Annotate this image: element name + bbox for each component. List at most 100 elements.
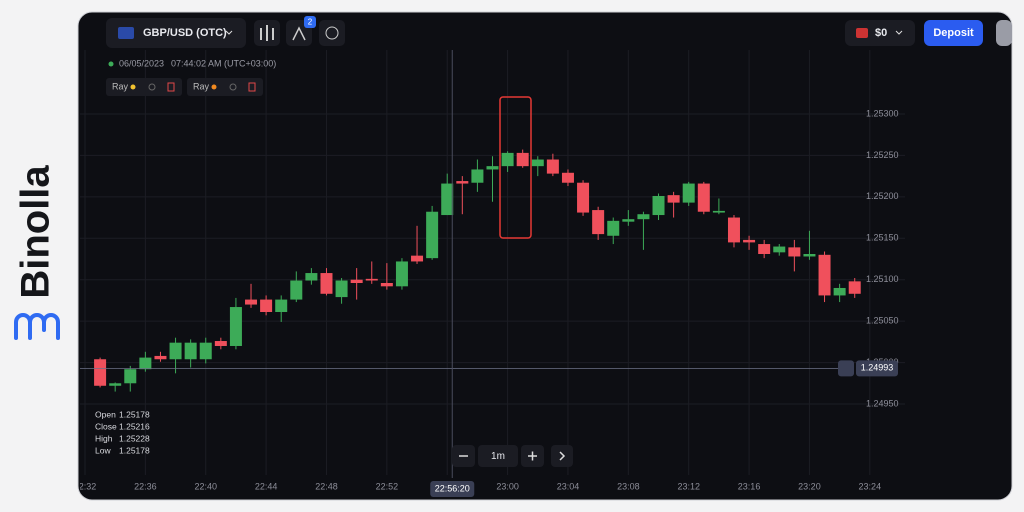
balance-selector[interactable] [845, 20, 915, 46]
avatar[interactable] [996, 20, 1012, 46]
tool-color [211, 84, 217, 90]
candle-body [592, 210, 605, 235]
tool-name: Ray [112, 81, 129, 91]
tool-visibility[interactable] [229, 83, 237, 91]
deposit-button[interactable] [924, 20, 983, 46]
x-tick-label: 23:12 [677, 481, 700, 491]
legend-value: 1.25228 [119, 433, 150, 443]
tool-visibility[interactable] [148, 83, 156, 91]
status-dot [108, 61, 114, 67]
timeframe-selector[interactable] [478, 445, 518, 467]
candle-body [516, 152, 529, 167]
candle-body [486, 166, 499, 170]
indicators-icon [260, 25, 274, 41]
alerts-button[interactable] [319, 20, 345, 46]
candle-body [169, 342, 182, 360]
chart: 22:3222:3622:4022:4422:4822:5222:5623:00… [80, 50, 905, 491]
y-tick-label: 1.25300 [866, 108, 899, 118]
pair-flag [118, 27, 134, 39]
badge-count: 2 [308, 18, 313, 27]
candle-body [124, 369, 137, 384]
x-tick-label: 22:36 [134, 481, 157, 491]
candle-body [727, 217, 740, 243]
candle-body [652, 195, 665, 216]
candle-body [622, 219, 635, 222]
candle-body [667, 195, 680, 203]
candle-body [320, 273, 333, 294]
brand-name: Binolla [14, 165, 58, 299]
candle-body [245, 299, 258, 305]
candle-body [94, 359, 107, 386]
candle-body [501, 152, 514, 167]
balance-flag [856, 28, 868, 38]
x-tick-label: 22:40 [194, 481, 217, 491]
candle-body [471, 169, 484, 183]
chevron [225, 30, 233, 35]
x-tick-label: 23:16 [738, 481, 761, 491]
candle-body [290, 280, 303, 300]
legend-value: 1.25216 [119, 421, 150, 431]
candle-body [350, 279, 363, 284]
candle-body [788, 247, 801, 257]
alerts-icon [325, 26, 339, 40]
y-tick-label: 1.25100 [866, 274, 899, 284]
drawings-badge [304, 16, 316, 28]
candle-body [743, 239, 756, 243]
price-alert-button[interactable] [838, 360, 854, 377]
balance[interactable]: $0 [875, 27, 887, 39]
x-tick-label: 22:52 [376, 481, 399, 491]
y-tick-label: 1.25150 [866, 233, 899, 243]
y-tick-label: 1.25050 [866, 316, 899, 326]
crosshair-tag [430, 481, 475, 497]
tool-name: Ray [193, 81, 210, 91]
date: 06/05/2023 [119, 58, 164, 68]
candle-body [531, 159, 544, 167]
pair-selector[interactable] [106, 18, 246, 48]
tool-delete[interactable] [248, 82, 256, 92]
candle-body [607, 220, 620, 236]
crosshair-label: 22:56:20 [435, 483, 470, 493]
candle-body [441, 183, 454, 216]
legend-label: Open [95, 409, 116, 419]
candle-body [109, 383, 122, 386]
time: 07:44:02 AM (UTC+03:00) [171, 58, 276, 68]
candle-body [139, 357, 152, 370]
drawings-icon [292, 26, 306, 41]
pair-name[interactable]: GBP/USD (OTC) [143, 27, 227, 39]
tool-chip[interactable] [187, 78, 263, 96]
candle-body [803, 253, 816, 257]
plus-icon [528, 451, 537, 461]
scroll-right[interactable] [551, 445, 573, 467]
candle-body [199, 342, 212, 360]
y-tick-label: 1.24950 [866, 398, 899, 408]
candle-body [712, 210, 725, 213]
timeframe[interactable]: 1m [491, 451, 505, 462]
deposit-label[interactable]: Deposit [933, 27, 974, 39]
candle-body [637, 214, 650, 220]
candle-body [426, 211, 439, 259]
legend-value: 1.25178 [119, 409, 150, 419]
candle-body [697, 183, 710, 212]
app-panel [77, 11, 1013, 501]
current-price-label: 1.24993 [861, 363, 894, 373]
x-tick-label: 23:00 [496, 481, 519, 491]
candle-body [275, 299, 288, 313]
candle-body [380, 283, 393, 287]
candle-body [411, 255, 424, 262]
legend-label: Low [95, 445, 111, 455]
candle-body [818, 254, 831, 296]
chevron [895, 30, 903, 35]
tool-color [130, 84, 136, 90]
tool-chip[interactable] [106, 78, 182, 96]
tool-delete[interactable] [167, 82, 175, 92]
legend-label: High [95, 433, 113, 443]
legend-label: Close [95, 421, 117, 431]
x-tick-label: 22:44 [255, 481, 278, 491]
candle-body [365, 278, 378, 281]
candle-body [773, 246, 786, 253]
candle-body [682, 183, 695, 203]
x-tick-label: 23:20 [798, 481, 821, 491]
x-tick-label: 22:48 [315, 481, 338, 491]
x-tick-label: 23:08 [617, 481, 640, 491]
